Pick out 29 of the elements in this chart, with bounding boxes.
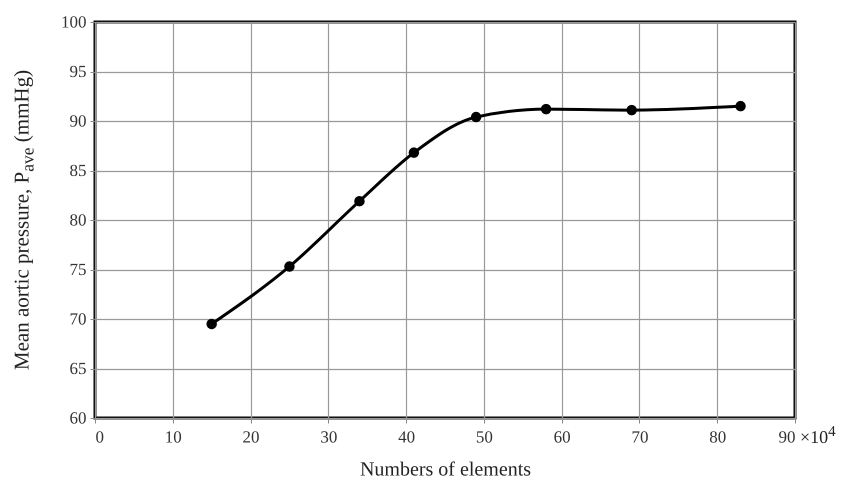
point <box>408 147 420 158</box>
y-tick-label: 70 <box>70 310 86 328</box>
y-tick-label: 60 <box>70 408 86 428</box>
x-tick-label: 30 <box>320 428 338 446</box>
point <box>354 196 365 206</box>
x-tick-label: 0 <box>96 428 104 446</box>
x-tick-label: 20 <box>242 428 260 446</box>
y-tick-label: 80 <box>70 210 86 230</box>
x-tick-label: 10 <box>164 428 182 446</box>
y-tick-label: 85 <box>70 161 86 180</box>
x-tick-label: 40 <box>398 428 416 446</box>
point <box>470 112 482 122</box>
point <box>284 261 295 272</box>
y-tick-label: 75 <box>70 260 86 279</box>
x-tick-label: 90 <box>778 428 796 446</box>
y-tick-label: 95 <box>70 62 86 81</box>
x-tick-label: 60 <box>554 428 571 446</box>
text: ×10$^{4}$ <box>800 424 836 448</box>
point <box>626 104 637 116</box>
x-tick-label: 80 <box>709 428 726 446</box>
y-tick-label: 100 <box>61 12 86 32</box>
y-tick-label: 65 <box>70 359 86 378</box>
point <box>206 318 217 330</box>
y-tick-label: 90 <box>70 112 86 130</box>
x-axis-title: Numbers of elements <box>360 458 532 480</box>
x-tick-label: 70 <box>631 428 648 446</box>
point <box>540 104 552 114</box>
point <box>735 100 746 112</box>
x-tick-label: 50 <box>476 428 493 446</box>
